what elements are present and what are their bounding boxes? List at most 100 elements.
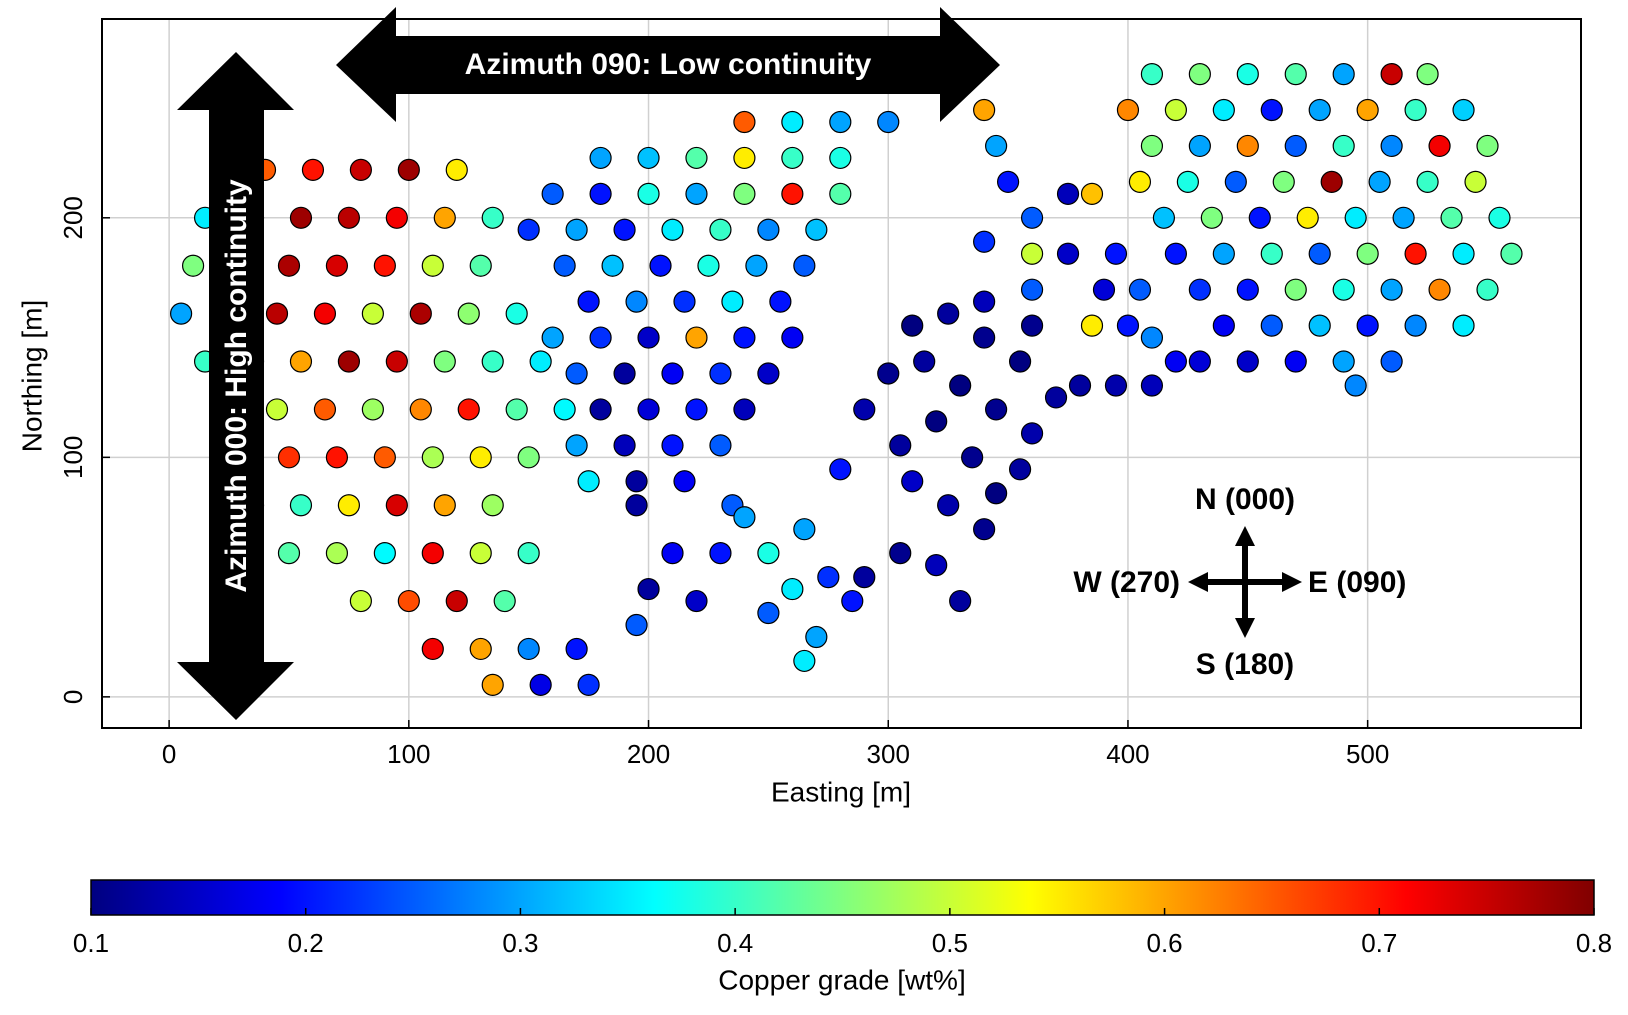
point bbox=[1404, 314, 1427, 337]
x-tick-label: 300 bbox=[867, 739, 910, 769]
x-axis-label: Easting [m] bbox=[771, 776, 911, 807]
point bbox=[661, 434, 684, 457]
point bbox=[277, 254, 301, 277]
point bbox=[1416, 62, 1439, 86]
point bbox=[565, 218, 588, 241]
colorbar-label: Copper grade [wt%] bbox=[718, 964, 965, 995]
point bbox=[385, 494, 408, 517]
point bbox=[685, 326, 708, 349]
point bbox=[973, 98, 996, 122]
point bbox=[1020, 242, 1044, 265]
point bbox=[973, 230, 996, 253]
point bbox=[937, 302, 960, 325]
point bbox=[985, 398, 1008, 421]
horizontal-arrow bbox=[336, 7, 1000, 122]
point bbox=[577, 290, 600, 313]
vertical-arrow bbox=[177, 52, 294, 720]
point bbox=[985, 134, 1008, 158]
point bbox=[517, 218, 540, 241]
point bbox=[961, 446, 984, 469]
point bbox=[625, 470, 648, 493]
point bbox=[349, 589, 372, 613]
point bbox=[721, 290, 744, 313]
point bbox=[373, 542, 396, 565]
compass bbox=[1188, 526, 1302, 638]
point bbox=[1092, 278, 1116, 301]
point bbox=[637, 577, 660, 601]
point bbox=[973, 290, 996, 313]
point bbox=[757, 542, 780, 565]
ticks: 0 100 200 300 400 500 0 100 200 bbox=[58, 196, 1389, 769]
point bbox=[1452, 314, 1475, 337]
point bbox=[313, 398, 337, 421]
point bbox=[265, 302, 289, 325]
point bbox=[637, 398, 660, 421]
point bbox=[685, 146, 708, 170]
vertical-arrow-label: Azimuth 000: High continuity bbox=[220, 179, 253, 593]
point bbox=[877, 110, 900, 134]
x-tick-label: 500 bbox=[1346, 739, 1389, 769]
point bbox=[1188, 62, 1211, 86]
point bbox=[421, 254, 444, 277]
point bbox=[301, 158, 325, 182]
point bbox=[733, 326, 756, 349]
point bbox=[1356, 98, 1379, 122]
plot-frame bbox=[101, 18, 1582, 729]
point bbox=[697, 254, 720, 277]
point bbox=[1140, 374, 1164, 397]
point bbox=[1356, 314, 1379, 337]
point bbox=[1344, 206, 1367, 229]
point bbox=[829, 146, 852, 170]
point bbox=[373, 446, 396, 469]
point bbox=[1248, 206, 1271, 229]
point bbox=[325, 254, 349, 277]
point bbox=[1344, 374, 1367, 397]
point bbox=[709, 218, 732, 241]
point bbox=[469, 254, 492, 277]
point bbox=[433, 206, 456, 229]
point bbox=[529, 350, 552, 373]
point bbox=[985, 482, 1008, 505]
compass-east: E (090) bbox=[1308, 566, 1406, 599]
point bbox=[877, 362, 900, 385]
point bbox=[1020, 206, 1044, 229]
point bbox=[793, 518, 816, 541]
point bbox=[577, 673, 600, 696]
point bbox=[553, 254, 576, 277]
point bbox=[1308, 98, 1331, 122]
point bbox=[1200, 206, 1223, 229]
point bbox=[709, 542, 732, 565]
point bbox=[1236, 278, 1259, 301]
point bbox=[385, 206, 408, 229]
point bbox=[1068, 374, 1092, 397]
point bbox=[925, 554, 948, 577]
point bbox=[1236, 350, 1259, 373]
y-axis-label: Northing [m] bbox=[16, 300, 47, 453]
point bbox=[1440, 206, 1463, 229]
point bbox=[565, 362, 588, 385]
points bbox=[170, 62, 1523, 696]
point bbox=[1260, 242, 1283, 265]
point bbox=[613, 218, 636, 241]
point bbox=[541, 326, 564, 349]
point bbox=[481, 494, 504, 517]
point bbox=[1140, 134, 1164, 158]
point bbox=[637, 182, 660, 205]
point bbox=[661, 218, 684, 241]
point bbox=[1128, 278, 1152, 301]
point bbox=[901, 470, 924, 493]
point bbox=[349, 158, 372, 182]
point bbox=[1284, 62, 1307, 86]
point bbox=[673, 470, 696, 493]
point bbox=[1080, 182, 1104, 205]
point bbox=[469, 542, 492, 565]
point bbox=[1140, 62, 1164, 86]
colorbar-tick-label: 0.8 bbox=[1576, 928, 1612, 958]
point bbox=[1104, 242, 1128, 265]
compass-north: N (000) bbox=[1195, 483, 1295, 516]
point bbox=[1380, 62, 1403, 86]
point bbox=[1188, 350, 1211, 373]
point bbox=[589, 146, 612, 170]
point bbox=[1188, 278, 1211, 301]
point bbox=[949, 589, 972, 613]
